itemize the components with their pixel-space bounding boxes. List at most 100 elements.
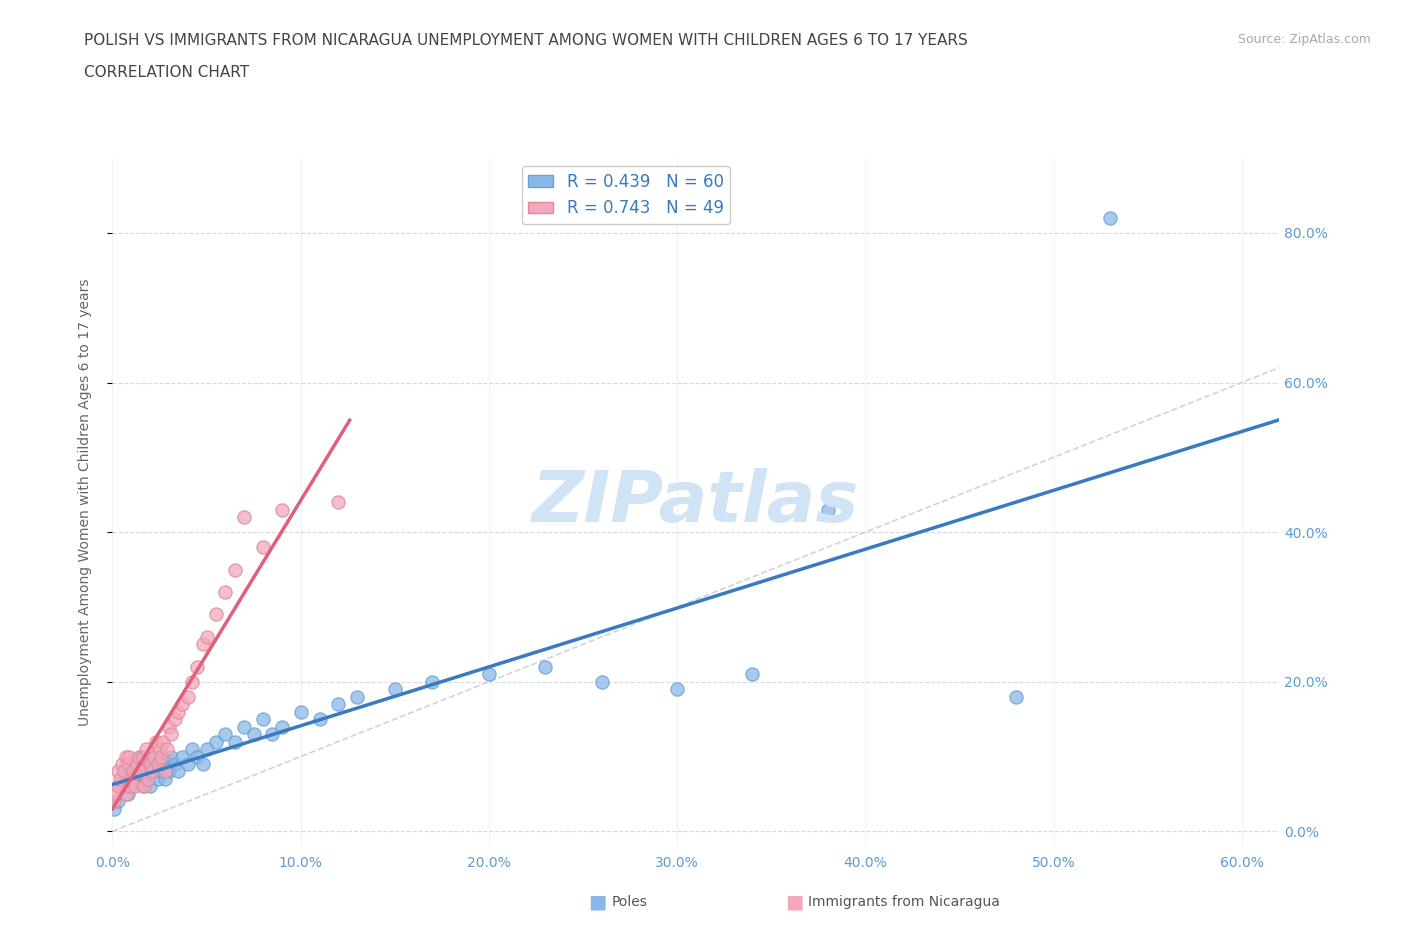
Point <box>148 757 170 772</box>
Point <box>145 734 167 749</box>
Point <box>129 749 152 764</box>
Point <box>233 719 256 734</box>
Point <box>328 697 350 711</box>
Point <box>591 674 613 689</box>
Point <box>177 757 200 772</box>
Point <box>139 779 162 794</box>
Text: ZIPatlas: ZIPatlas <box>533 468 859 537</box>
Point <box>242 726 264 741</box>
Point <box>214 726 236 741</box>
Point <box>160 749 183 764</box>
Point <box>817 502 839 517</box>
Point <box>205 734 228 749</box>
Point <box>163 757 186 772</box>
Point <box>114 749 136 764</box>
Point <box>108 772 131 787</box>
Point <box>205 607 228 622</box>
Point <box>153 764 176 779</box>
Point <box>534 659 557 674</box>
Point <box>105 787 128 802</box>
Point <box>118 779 141 794</box>
Point <box>111 757 134 772</box>
Point <box>146 772 169 787</box>
Point <box>191 637 214 652</box>
Point <box>270 719 292 734</box>
Point <box>172 749 194 764</box>
Point <box>141 757 163 772</box>
Point <box>152 749 174 764</box>
Point <box>107 764 129 779</box>
Point <box>131 749 153 764</box>
Text: Source: ZipAtlas.com: Source: ZipAtlas.com <box>1237 33 1371 46</box>
Text: ■: ■ <box>588 893 607 911</box>
Point <box>131 779 153 794</box>
Point <box>195 741 218 756</box>
Point <box>156 757 179 772</box>
Point <box>148 741 170 756</box>
Point <box>180 741 202 756</box>
Point <box>224 562 246 577</box>
Point <box>262 726 284 741</box>
Point <box>150 749 173 764</box>
Text: CORRELATION CHART: CORRELATION CHART <box>84 65 249 80</box>
Point <box>117 757 139 772</box>
Point <box>136 764 159 779</box>
Point <box>1005 689 1028 704</box>
Point <box>186 659 208 674</box>
Point <box>224 734 246 749</box>
Point <box>478 667 501 682</box>
Point <box>422 674 444 689</box>
Point <box>146 757 169 772</box>
Point <box>122 764 145 779</box>
Point <box>129 764 152 779</box>
Point <box>157 719 180 734</box>
Point <box>125 757 148 772</box>
Point <box>384 682 406 697</box>
Point <box>214 585 236 600</box>
Point <box>195 630 218 644</box>
Point <box>125 757 148 772</box>
Point <box>135 772 157 787</box>
Point <box>128 772 150 787</box>
Point <box>129 764 152 779</box>
Point <box>112 764 135 779</box>
Point <box>1099 210 1122 225</box>
Point <box>118 764 141 779</box>
Point <box>120 772 142 787</box>
Point <box>186 749 208 764</box>
Point <box>124 764 146 779</box>
Legend: R = 0.439   N = 60, R = 0.743   N = 49: R = 0.439 N = 60, R = 0.743 N = 49 <box>522 166 730 224</box>
Point <box>167 764 190 779</box>
Point <box>163 711 186 726</box>
Point <box>153 772 176 787</box>
Point <box>152 734 174 749</box>
Point <box>107 779 129 794</box>
Point <box>157 764 180 779</box>
Point <box>666 682 689 697</box>
Point <box>120 779 142 794</box>
Point <box>120 757 142 772</box>
Point <box>290 704 312 719</box>
Point <box>128 749 150 764</box>
Point <box>270 502 292 517</box>
Point <box>139 757 162 772</box>
Text: ■: ■ <box>785 893 804 911</box>
Point <box>142 749 165 764</box>
Point <box>150 764 173 779</box>
Point <box>118 749 141 764</box>
Point <box>136 772 159 787</box>
Point <box>103 794 125 809</box>
Point <box>328 495 350 510</box>
Point <box>252 711 274 726</box>
Point <box>346 689 368 704</box>
Point <box>114 772 136 787</box>
Text: Immigrants from Nicaragua: Immigrants from Nicaragua <box>808 895 1000 910</box>
Point <box>142 764 165 779</box>
Point <box>177 689 200 704</box>
Point <box>122 772 145 787</box>
Point <box>141 764 163 779</box>
Point <box>156 741 179 756</box>
Point <box>308 711 330 726</box>
Point <box>107 794 129 809</box>
Text: Poles: Poles <box>612 895 648 910</box>
